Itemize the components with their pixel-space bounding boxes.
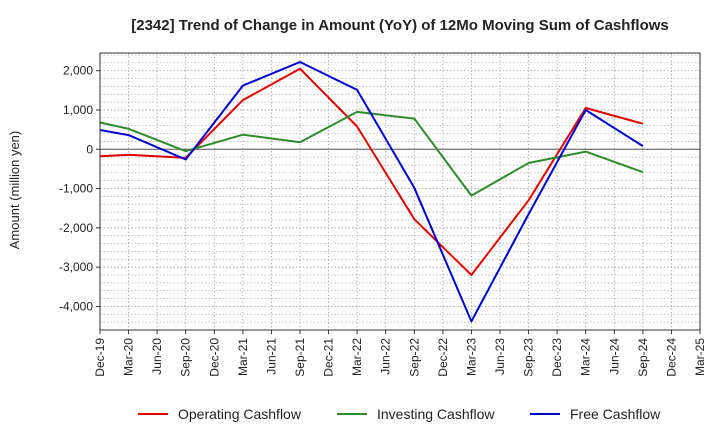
x-ticks: Dec-19 Mar-20 Jun-20 Sep-20 Dec-20 Mar-21 Jun-…: [93, 330, 707, 377]
y-tick-label: -4,000: [59, 299, 93, 313]
y-tick-label: 1,000: [63, 103, 93, 117]
x-tick-label: Mar-21: [236, 338, 250, 376]
y-tick-label: -2,000: [59, 221, 93, 235]
series-line-1: [99, 110, 644, 197]
x-tick-label: Jun-21: [264, 338, 278, 375]
grid: [99, 53, 701, 331]
x-tick-label: Jun-24: [607, 338, 621, 375]
chart-title: [2342] Trend of Change in Amount (YoY) o…: [131, 17, 669, 34]
y-tick-label: 0: [86, 142, 93, 156]
x-tick-label: Jun-22: [379, 338, 393, 375]
x-tick-label: Mar-22: [350, 338, 364, 376]
y-axis-label: Amount (million yen): [7, 131, 22, 250]
x-tick-label: Mar-24: [579, 338, 593, 376]
legend-label: Investing Cashflow: [377, 406, 495, 422]
y-tick-label: -3,000: [59, 260, 93, 274]
x-tick-label: Dec-24: [664, 338, 678, 377]
x-tick-label: Sep-20: [179, 338, 193, 377]
x-tick-label: Mar-25: [693, 338, 707, 376]
x-tick-label: Sep-23: [522, 338, 536, 377]
legend-label: Free Cashflow: [570, 406, 661, 422]
legend-label: Operating Cashflow: [178, 406, 302, 422]
x-tick-label: Mar-20: [122, 338, 136, 376]
y-ticks: 2,000 1,000 0 -1,000 -2,000 -3,000 -4,000: [59, 64, 100, 313]
x-tick-label: Dec-23: [550, 338, 564, 377]
x-tick-label: Mar-23: [464, 338, 478, 376]
series-line-0: [99, 67, 644, 276]
legend: Operating Cashflow Investing Cashflow Free…: [138, 406, 661, 422]
x-tick-label: Sep-22: [407, 338, 421, 377]
x-tick-label: Dec-20: [207, 338, 221, 377]
x-tick-label: Jun-20: [150, 338, 164, 375]
y-tick-label: -1,000: [59, 182, 93, 196]
x-tick-label: Sep-24: [636, 338, 650, 377]
x-tick-label: Dec-22: [436, 338, 450, 377]
x-tick-label: Dec-19: [93, 338, 107, 377]
x-tick-label: Jun-23: [493, 338, 507, 375]
series-lines: [99, 61, 644, 323]
plot-frame: [99, 52, 701, 331]
x-tick-label: Dec-21: [322, 338, 336, 377]
y-tick-label: 2,000: [63, 64, 93, 78]
x-tick-label: Sep-21: [293, 338, 307, 377]
series-line-2: [99, 61, 644, 323]
